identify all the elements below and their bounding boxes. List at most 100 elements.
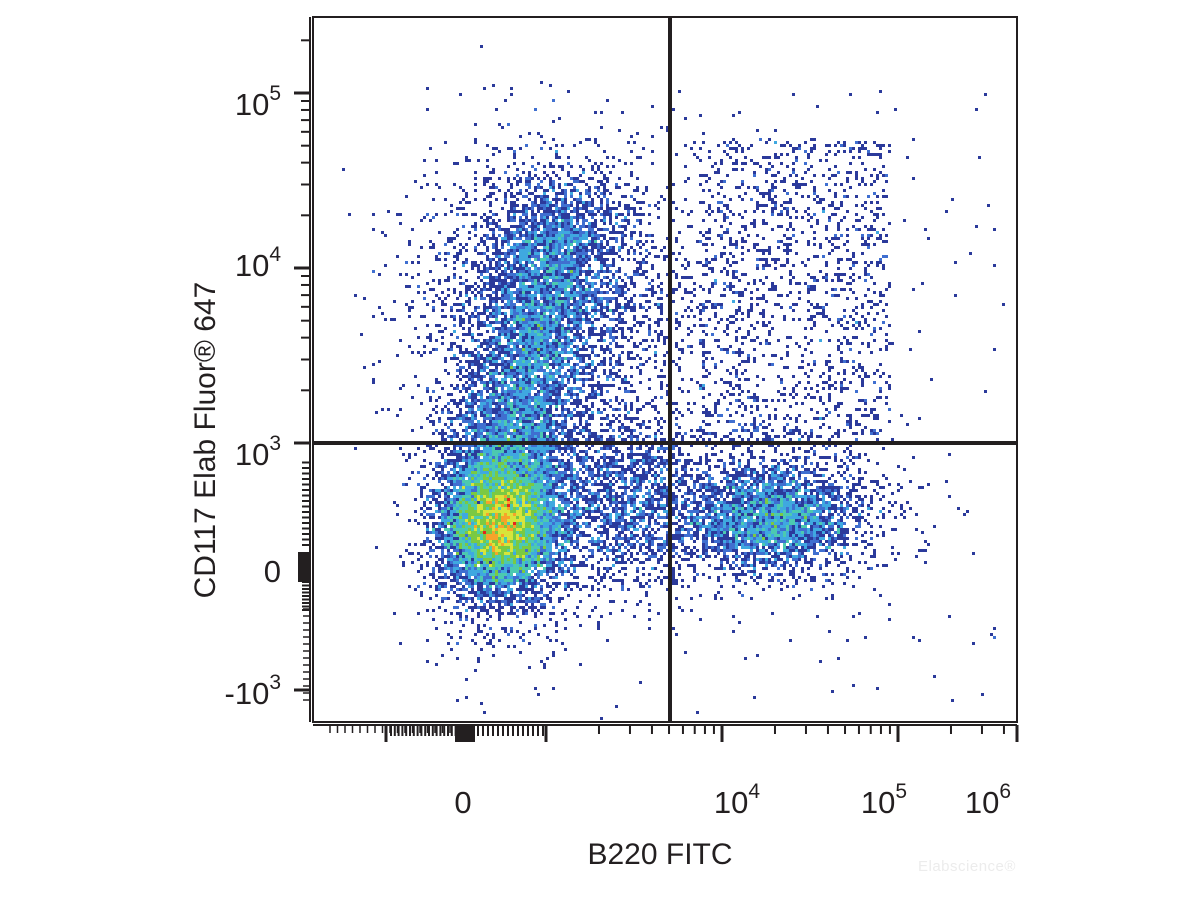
event-dot xyxy=(504,546,507,549)
event-dot xyxy=(516,432,519,435)
event-dot xyxy=(546,264,549,267)
event-dot xyxy=(537,258,540,261)
event-dot xyxy=(522,438,525,441)
event-dot xyxy=(498,264,501,267)
event-dot xyxy=(495,582,498,585)
event-dot xyxy=(573,291,576,294)
event-dot xyxy=(462,534,465,537)
event-dot xyxy=(522,375,525,378)
event-dot xyxy=(447,462,450,465)
event-dot xyxy=(600,180,603,183)
event-dot xyxy=(540,471,543,474)
event-dot xyxy=(465,432,468,435)
event-dot xyxy=(480,564,483,567)
event-dot xyxy=(522,384,525,387)
event-dot xyxy=(552,402,555,405)
event-dot xyxy=(582,285,585,288)
event-dot xyxy=(480,459,483,462)
event-dot xyxy=(576,543,579,546)
event-dot xyxy=(540,207,543,210)
event-dot xyxy=(531,384,534,387)
event-dot xyxy=(546,537,549,540)
event-dot xyxy=(480,450,483,453)
event-dot xyxy=(468,492,471,495)
event-dot xyxy=(498,585,501,588)
event-dot xyxy=(450,531,453,534)
event-dot xyxy=(528,378,531,381)
event-dot xyxy=(477,561,480,564)
event-dot xyxy=(558,288,561,291)
event-dot xyxy=(558,186,561,189)
event-dot xyxy=(441,570,444,573)
event-dot xyxy=(516,471,519,474)
event-dot xyxy=(477,528,480,531)
event-dot xyxy=(495,414,498,417)
event-dot xyxy=(459,630,462,633)
event-dot xyxy=(531,609,534,612)
event-dot xyxy=(549,555,552,558)
event-dot xyxy=(516,279,519,282)
event-dot xyxy=(534,363,537,366)
event-dot xyxy=(600,315,603,318)
event-dot xyxy=(549,258,552,261)
event-dot xyxy=(486,522,489,525)
event-dot xyxy=(546,336,549,339)
event-dot xyxy=(513,537,516,540)
event-dot xyxy=(549,261,552,264)
event-dot xyxy=(513,219,516,222)
event-dot xyxy=(621,237,624,240)
event-dot xyxy=(633,345,636,348)
event-dot xyxy=(519,450,522,453)
event-dot xyxy=(471,639,474,642)
event-dot xyxy=(528,306,531,309)
event-dot xyxy=(510,528,513,531)
event-dot xyxy=(411,471,414,474)
event-dot xyxy=(558,555,561,558)
event-dot xyxy=(462,507,465,510)
event-dot xyxy=(492,378,495,381)
event-dot xyxy=(468,570,471,573)
event-dot xyxy=(651,234,654,237)
event-dot xyxy=(498,612,501,615)
event-dot xyxy=(504,465,507,468)
event-dot xyxy=(609,483,612,486)
event-dot xyxy=(507,453,510,456)
event-dot xyxy=(504,627,507,630)
event-dot xyxy=(567,318,570,321)
event-dot xyxy=(483,624,486,627)
event-dot xyxy=(549,390,552,393)
event-dot xyxy=(528,360,531,363)
event-dot xyxy=(522,495,525,498)
event-dot xyxy=(567,345,570,348)
event-dot xyxy=(576,525,579,528)
event-dot xyxy=(573,483,576,486)
event-dot xyxy=(507,567,510,570)
event-dot xyxy=(444,510,447,513)
event-dot xyxy=(510,246,513,249)
event-dot xyxy=(528,246,531,249)
event-dot xyxy=(582,264,585,267)
event-dot xyxy=(426,525,429,528)
event-dot xyxy=(585,525,588,528)
event-dot xyxy=(534,462,537,465)
event-dot xyxy=(474,372,477,375)
event-dot xyxy=(540,186,543,189)
event-dot xyxy=(480,366,483,369)
event-dot xyxy=(510,207,513,210)
event-dot xyxy=(510,561,513,564)
event-dot xyxy=(474,669,477,672)
event-dot xyxy=(552,435,555,438)
event-dot xyxy=(507,582,510,585)
event-dot xyxy=(456,453,459,456)
event-dot xyxy=(570,231,573,234)
event-dot xyxy=(516,261,519,264)
event-dot xyxy=(564,501,567,504)
event-dot xyxy=(510,606,513,609)
event-dot xyxy=(570,429,573,432)
event-dot xyxy=(468,549,471,552)
event-dot xyxy=(540,462,543,465)
event-dot xyxy=(540,303,543,306)
event-dot xyxy=(555,204,558,207)
event-dot xyxy=(504,483,507,486)
event-dot xyxy=(531,315,534,318)
